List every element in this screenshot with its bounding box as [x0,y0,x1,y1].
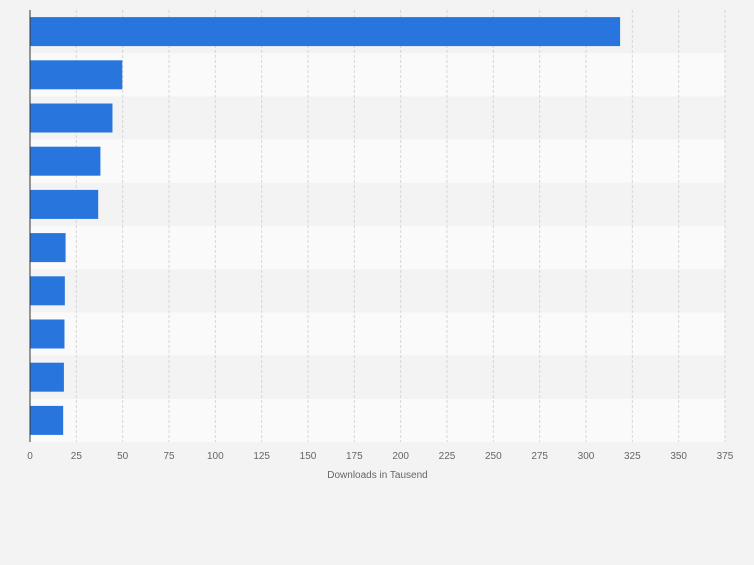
bar [30,146,101,176]
bar [30,319,65,349]
row-band [30,53,725,97]
row-band [30,182,725,226]
row-band [30,312,725,356]
row-band [30,139,725,183]
x-tick-label: 350 [670,451,687,462]
row-bands [30,10,725,442]
x-tick-label: 100 [207,451,224,462]
x-tick-label: 175 [346,451,363,462]
x-axis-label: Downloads in Tausend [327,470,427,481]
x-tick-label: 25 [71,451,83,462]
row-band [30,269,725,313]
x-tick-label: 75 [163,451,175,462]
bar [30,17,621,47]
bar [30,233,66,263]
row-band [30,398,725,442]
bar [30,103,113,133]
row-band [30,355,725,399]
gridlines [75,10,726,442]
x-tick-label: 0 [27,451,33,462]
x-tick-label: 225 [439,451,456,462]
x-tick-label: 300 [578,451,595,462]
row-band [30,226,725,270]
x-tick-label: 200 [392,451,409,462]
bars [30,17,621,435]
bar [30,276,65,306]
x-tick-label: 375 [717,451,734,462]
row-band [30,96,725,140]
x-tick-label: 250 [485,451,502,462]
x-tick-label: 125 [253,451,270,462]
x-tick-label: 275 [531,451,548,462]
bar [30,362,64,392]
x-axis-ticks: 0 25 50 75 100 125 150 175 200 225 250 275 300 325 350… [27,451,734,462]
bar [30,60,123,90]
x-tick-label: 325 [624,451,641,462]
bar [30,405,64,435]
x-tick-label: 50 [117,451,129,462]
x-tick-label: 150 [300,451,317,462]
bar [30,189,99,219]
